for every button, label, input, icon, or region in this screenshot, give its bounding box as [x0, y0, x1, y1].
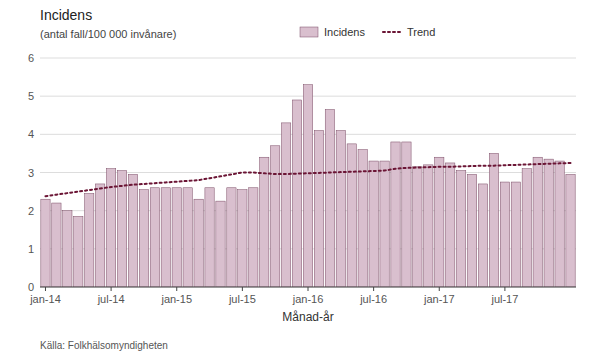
bar	[161, 188, 170, 287]
x-tick	[242, 287, 243, 291]
trend-line	[45, 163, 570, 196]
bar	[74, 216, 83, 287]
source: Källa: Folkhälsomyndigheten	[40, 340, 168, 351]
bar	[467, 174, 476, 287]
legend-swatch	[383, 31, 401, 33]
y-tick-label: 1	[28, 243, 34, 255]
x-tick-label: jan-15	[160, 293, 192, 305]
bar	[216, 201, 225, 287]
subtitle: (antal fall/100 000 invånare)	[40, 28, 176, 40]
bar	[63, 211, 72, 287]
bar	[533, 157, 542, 287]
bar	[85, 193, 94, 287]
x-tick-label: jan-14	[29, 293, 61, 305]
bar	[456, 171, 465, 287]
bar	[238, 190, 247, 287]
bar	[96, 184, 105, 287]
legend-item: Trend	[383, 26, 435, 38]
legend-label: Incidens	[324, 26, 365, 38]
bar	[52, 203, 61, 287]
bar	[183, 188, 192, 287]
bar	[336, 131, 345, 287]
bar	[128, 174, 137, 287]
x-tick	[439, 287, 440, 291]
x-axis: jan-14 jul-14 jan-15 jul-15 jan-16 jul-16 jan-…	[29, 287, 576, 305]
bar	[292, 100, 301, 287]
x-tick-label: jan-17	[423, 293, 455, 305]
bar	[117, 171, 126, 287]
legend-label: Trend	[407, 26, 435, 38]
x-tick-label: jul-17	[490, 293, 518, 305]
x-tick-label: jul-16	[359, 293, 387, 305]
x-tick	[111, 287, 112, 291]
bar	[391, 142, 400, 287]
bar	[227, 188, 236, 287]
bar	[172, 188, 181, 287]
y-tick-label: 0	[28, 281, 34, 293]
bar	[489, 153, 498, 287]
y-tick-label: 2	[28, 205, 34, 217]
y-tick-label: 4	[28, 128, 34, 140]
legend: Incidens Trend	[300, 26, 435, 38]
x-tick	[45, 287, 46, 291]
y-tick-label: 6	[28, 52, 34, 64]
bar	[281, 123, 290, 287]
bar	[150, 188, 159, 287]
bar	[358, 150, 367, 287]
bar	[402, 142, 411, 287]
y-tick-label: 5	[28, 90, 34, 102]
bar	[205, 188, 214, 287]
y-tick-label: 3	[28, 167, 34, 179]
bar	[380, 161, 389, 287]
bar	[544, 159, 553, 287]
plot-area	[41, 85, 575, 287]
bar	[314, 131, 323, 287]
bar	[478, 184, 487, 287]
x-tick-label: jul-14	[97, 293, 125, 305]
x-tick-label: jan-16	[292, 293, 324, 305]
bar	[446, 163, 455, 287]
legend-swatch	[300, 27, 318, 37]
bar	[303, 85, 312, 287]
bar	[413, 167, 422, 287]
y-axis: 0 1 2 3 4 5 6	[28, 52, 576, 293]
bar	[139, 190, 148, 287]
bar	[555, 161, 564, 287]
chart: Incidens (antal fall/100 000 invånare) 0 1 2…	[0, 0, 590, 357]
bar	[249, 188, 258, 287]
bar	[369, 161, 378, 287]
bar	[522, 169, 531, 287]
x-tick	[176, 287, 177, 291]
legend-item: Incidens	[300, 26, 365, 38]
x-tick	[308, 287, 309, 291]
bar	[347, 144, 356, 287]
title: Incidens	[40, 7, 92, 23]
bar	[41, 199, 50, 287]
bar	[325, 110, 334, 287]
bar	[511, 182, 520, 287]
bar	[194, 199, 203, 287]
grid-line	[40, 58, 576, 59]
bar	[271, 146, 280, 287]
x-axis-label: Månad-år	[282, 310, 333, 324]
x-tick	[373, 287, 374, 291]
bar	[435, 157, 444, 287]
bar	[500, 182, 509, 287]
bar	[424, 165, 433, 287]
bar	[566, 174, 575, 287]
bar	[260, 157, 269, 287]
x-tick	[504, 287, 505, 291]
x-tick-label: jul-15	[228, 293, 256, 305]
